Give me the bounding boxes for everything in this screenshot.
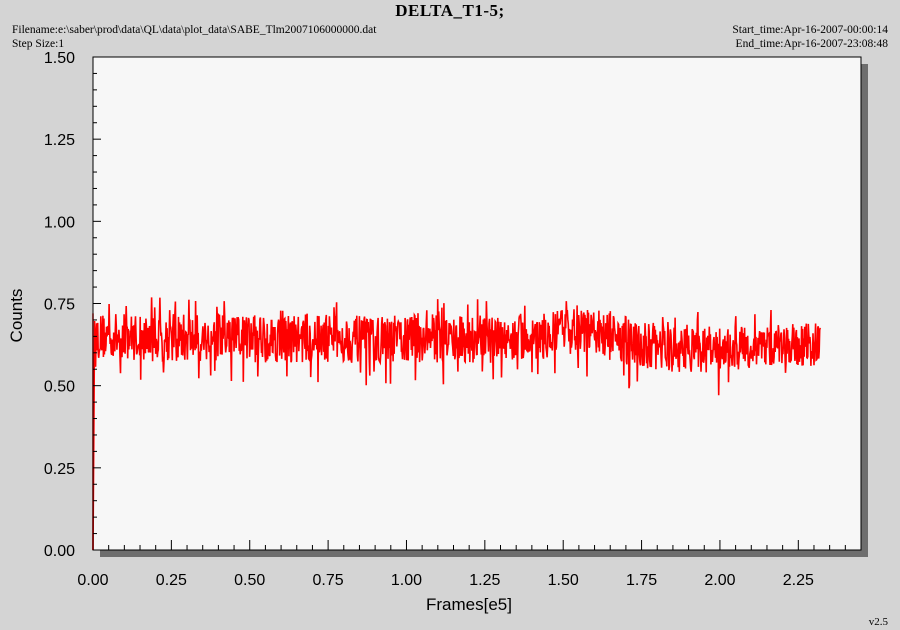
- y-tick-label: 0.75: [44, 297, 75, 314]
- x-tick-label: 1.75: [626, 572, 657, 589]
- version-label: v2.5: [868, 616, 888, 628]
- y-tick-label: 0.50: [44, 379, 75, 396]
- x-tick-label: 0.00: [77, 572, 108, 589]
- x-tick-label: 0.25: [156, 572, 187, 589]
- start-time-label: Start_time:Apr-16-2007-00:00:14: [732, 24, 888, 36]
- axis-layer: 0.00 0.25 0.50 0.75 1.00 1.25 1.50 0.00 0.25 0.50…: [44, 50, 862, 589]
- x-tick-label: 1.00: [391, 572, 422, 589]
- x-tick-label: 1.25: [469, 572, 500, 589]
- end-time-label: End_time:Apr-16-2007-23:08:48: [735, 38, 888, 50]
- y-tick-label: 1.00: [44, 214, 75, 231]
- step-size-label: Step Size:1: [12, 38, 65, 50]
- y-tick-label: 0.00: [44, 543, 75, 560]
- filename-label: Filename:e:\saber\prod\data\QL\data\plot…: [12, 24, 377, 36]
- x-tick-label: 0.50: [234, 572, 265, 589]
- x-tick-label: 0.75: [313, 572, 344, 589]
- series-line: [92, 297, 821, 551]
- x-tick-label: 2.25: [783, 572, 814, 589]
- y-tick-label: 1.50: [44, 50, 75, 67]
- chart-title: DELTA_T1-5;: [395, 1, 505, 20]
- x-tick-label: 1.50: [548, 572, 579, 589]
- y-axis-title: Counts: [7, 289, 26, 343]
- x-tick-label: 2.00: [704, 572, 735, 589]
- y-tick-label: 1.25: [44, 132, 75, 149]
- x-axis-title: Frames[e5]: [426, 595, 512, 614]
- y-tick-label: 0.25: [44, 461, 75, 478]
